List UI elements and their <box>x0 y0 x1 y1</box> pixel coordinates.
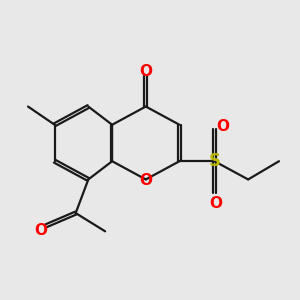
Text: S: S <box>208 152 220 170</box>
Text: O: O <box>35 223 48 238</box>
Text: O: O <box>216 119 230 134</box>
Text: O: O <box>209 196 222 211</box>
Text: O: O <box>139 64 152 79</box>
Text: O: O <box>139 173 152 188</box>
